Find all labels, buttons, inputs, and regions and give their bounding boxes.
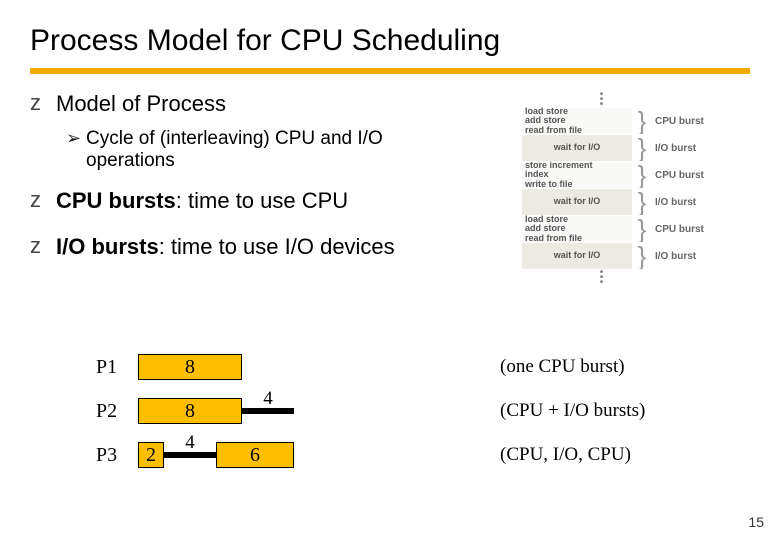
cpu-segment: 6 bbox=[216, 442, 294, 468]
bullet-1-text: Model of Process bbox=[56, 90, 226, 118]
io-segment: 4 bbox=[242, 408, 294, 414]
diagram-row: load store add store read from file}CPU … bbox=[522, 216, 752, 242]
vdots-icon: ••• bbox=[542, 270, 662, 285]
process-timelines: P18P284P3246 bbox=[96, 350, 294, 482]
brace-icon: } bbox=[632, 189, 652, 215]
slide-title: Process Model for CPU Scheduling bbox=[30, 24, 750, 58]
chevron-icon: ➢ bbox=[66, 128, 86, 150]
cpu-segment: 8 bbox=[138, 398, 242, 424]
burst-diagram: ••• load store add store read from file}… bbox=[522, 92, 752, 285]
cpu-box: store increment index write to file bbox=[522, 162, 632, 188]
cpu-box: load store add store read from file bbox=[522, 108, 632, 134]
diagram-row: store increment index write to file}CPU … bbox=[522, 162, 752, 188]
diagram-row-label: I/O burst bbox=[652, 135, 696, 161]
cpu-segment: 2 bbox=[138, 442, 164, 468]
brace-icon: } bbox=[632, 135, 652, 161]
process-label: P2 bbox=[96, 400, 138, 423]
diagram-row-label: CPU burst bbox=[652, 108, 704, 134]
process-label: P1 bbox=[96, 356, 138, 379]
io-segment: 4 bbox=[164, 452, 216, 458]
bullet-marker: z bbox=[30, 187, 56, 213]
cpu-box: load store add store read from file bbox=[522, 216, 632, 242]
title-rule bbox=[30, 68, 750, 74]
diagram-row: wait for I/O}I/O burst bbox=[522, 189, 752, 215]
process-description: (CPU, I/O, CPU) bbox=[500, 438, 645, 472]
brace-icon: } bbox=[632, 108, 652, 134]
brace-icon: } bbox=[632, 243, 652, 269]
bullet-marker: z bbox=[30, 233, 56, 259]
io-segment-label: 4 bbox=[185, 432, 195, 454]
diagram-row-label: CPU burst bbox=[652, 162, 704, 188]
diagram-row-label: CPU burst bbox=[652, 216, 704, 242]
bullet-2-bold: CPU bursts bbox=[56, 188, 176, 213]
process-row: P18 bbox=[96, 350, 294, 384]
bullet-1-sub-text: Cycle of (interleaving) CPU and I/O oper… bbox=[86, 128, 466, 174]
diagram-row-label: I/O burst bbox=[652, 243, 696, 269]
bullet-marker: z bbox=[30, 90, 56, 116]
io-box: wait for I/O bbox=[522, 135, 632, 161]
io-box: wait for I/O bbox=[522, 243, 632, 269]
diagram-row-label: I/O burst bbox=[652, 189, 696, 215]
diagram-row: load store add store read from file}CPU … bbox=[522, 108, 752, 134]
bullet-1-sub: ➢ Cycle of (interleaving) CPU and I/O op… bbox=[66, 128, 466, 174]
diagram-row: wait for I/O}I/O burst bbox=[522, 135, 752, 161]
process-row: P3246 bbox=[96, 438, 294, 472]
diagram-row: wait for I/O}I/O burst bbox=[522, 243, 752, 269]
process-description: (CPU + I/O bursts) bbox=[500, 394, 645, 428]
io-box: wait for I/O bbox=[522, 189, 632, 215]
process-row: P284 bbox=[96, 394, 294, 428]
bullet-2-text: CPU bursts: time to use CPU bbox=[56, 187, 348, 215]
process-label: P3 bbox=[96, 444, 138, 467]
bullet-2-rest: : time to use CPU bbox=[176, 188, 348, 213]
bullet-3-bold: I/O bursts bbox=[56, 234, 159, 259]
io-segment-label: 4 bbox=[263, 388, 273, 410]
page-number: 15 bbox=[748, 514, 764, 530]
vdots-icon: ••• bbox=[542, 92, 662, 107]
brace-icon: } bbox=[632, 162, 652, 188]
process-description: (one CPU burst) bbox=[500, 350, 645, 384]
bullet-3-text: I/O bursts: time to use I/O devices bbox=[56, 233, 395, 261]
brace-icon: } bbox=[632, 216, 652, 242]
bullet-3-rest: : time to use I/O devices bbox=[159, 234, 395, 259]
cpu-segment: 8 bbox=[138, 354, 242, 380]
process-descriptions: (one CPU burst) (CPU + I/O bursts) (CPU, I… bbox=[500, 350, 645, 482]
